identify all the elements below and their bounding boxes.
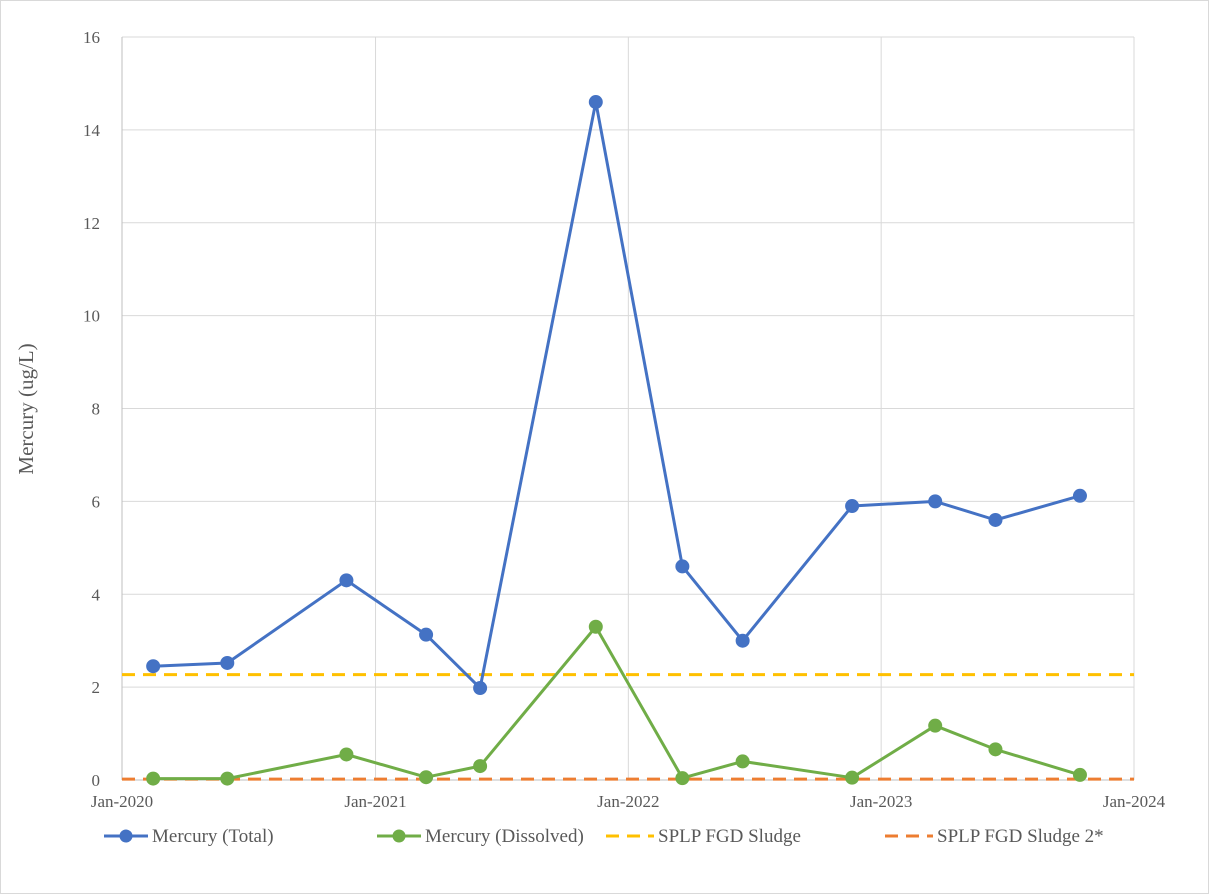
data-point: [588, 619, 603, 634]
x-tick-label: Jan-2021: [344, 792, 406, 811]
y-tick-label: 0: [92, 771, 101, 790]
series-mercury-dissolved: [146, 619, 1087, 786]
tick-labels: 0 2 4 6 8 10 12 14 16 Jan-2020 Jan-2021 Jan-2022 Jan…: [83, 28, 1166, 811]
y-tick-label: 14: [83, 121, 101, 140]
series-mercury-total: [146, 95, 1087, 696]
y-tick-label: 8: [92, 400, 101, 419]
data-point: [146, 771, 161, 786]
data-point: [988, 512, 1003, 527]
legend-label: SPLP FGD Sludge 2*: [937, 826, 1104, 847]
data-point: [339, 573, 354, 588]
data-point: [419, 770, 434, 785]
data-point: [220, 655, 235, 670]
legend-item: SPLP FGD Sludge: [606, 826, 801, 847]
legend-marker: [392, 829, 406, 843]
x-tick-label: Jan-2022: [597, 792, 659, 811]
data-point: [928, 718, 943, 733]
data-point: [1072, 488, 1087, 503]
legend-item: Mercury (Total): [104, 826, 274, 847]
y-axis-title: Mercury (ug/L): [14, 343, 38, 474]
data-point: [845, 770, 860, 785]
y-tick-label: 12: [83, 214, 100, 233]
data-point: [988, 742, 1003, 757]
gridlines: [122, 36, 1135, 780]
legend: Mercury (Total) Mercury (Dissolved) SPLP F…: [104, 826, 1104, 847]
legend-label: Mercury (Dissolved): [425, 826, 584, 847]
legend-item: SPLP FGD Sludge 2*: [885, 826, 1104, 847]
data-point: [473, 759, 488, 774]
y-tick-label: 10: [83, 307, 100, 326]
x-tick-label: Jan-2023: [850, 792, 912, 811]
y-tick-label: 6: [92, 492, 101, 511]
series-line: [153, 100, 1081, 690]
data-point: [473, 681, 488, 696]
data-point: [735, 633, 750, 648]
series-line: [153, 625, 1081, 781]
y-tick-label: 16: [83, 28, 100, 47]
legend-marker: [119, 829, 133, 843]
data-point: [845, 499, 860, 514]
series-group: [122, 95, 1134, 786]
legend-item: Mercury (Dissolved): [377, 826, 584, 847]
legend-label: SPLP FGD Sludge: [658, 826, 801, 847]
data-point: [1072, 767, 1087, 782]
y-tick-label: 4: [92, 585, 101, 604]
x-tick-label: Jan-2024: [1103, 792, 1166, 811]
legend-label: Mercury (Total): [152, 826, 274, 847]
data-point: [675, 559, 690, 574]
x-tick-label: Jan-2020: [91, 792, 153, 811]
data-point: [735, 754, 750, 769]
data-point: [928, 494, 943, 509]
data-point: [220, 771, 235, 786]
data-point: [419, 627, 434, 642]
data-point: [339, 747, 354, 762]
y-tick-label: 2: [92, 678, 101, 697]
data-point: [146, 659, 161, 674]
data-point: [675, 771, 690, 786]
data-point: [588, 95, 603, 110]
